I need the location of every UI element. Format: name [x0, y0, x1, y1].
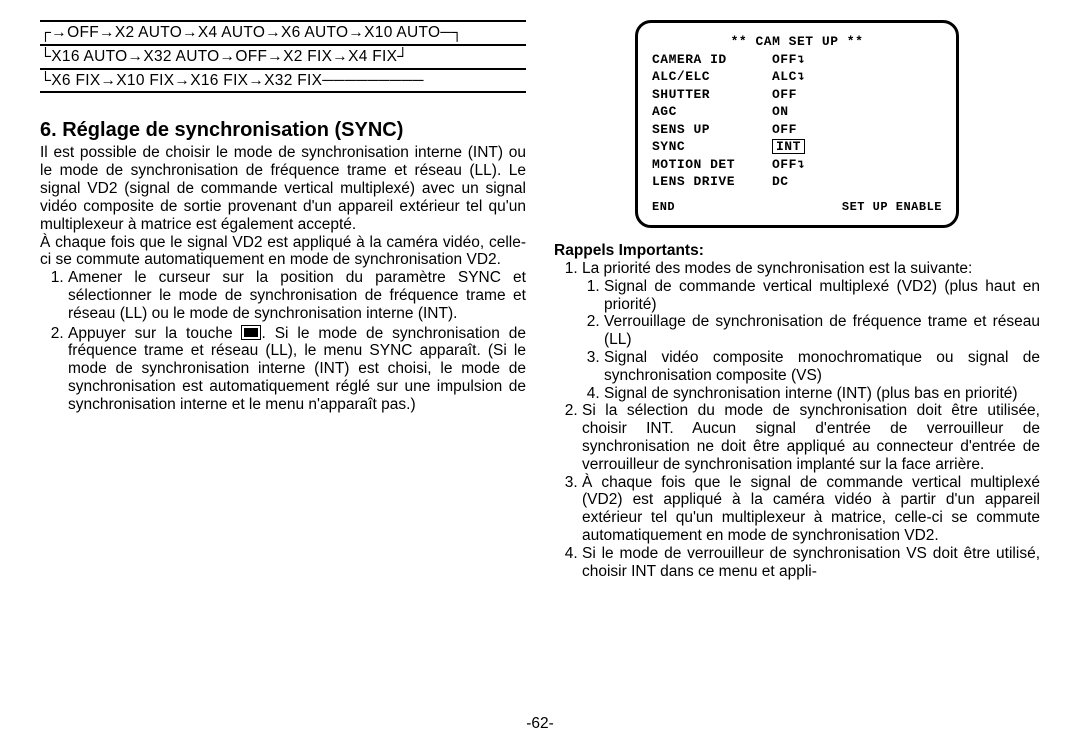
rappel-1-3: Signal vidéo composite monochromatique o… — [604, 349, 1040, 385]
rappel-1: La priorité des modes de synchronisation… — [582, 260, 1040, 403]
button-icon — [241, 325, 261, 340]
camsetup-row: ALC/ELCALC ↴ — [652, 68, 942, 86]
rappel-2: Si la sélection du mode de synchronisati… — [582, 402, 1040, 473]
flow-line-2: └ X16 AUTO → X32 AUTO → OFF → X2 FIX → X… — [40, 46, 526, 70]
rappel-4: Si le mode de verrouilleur de synchronis… — [582, 545, 1040, 581]
camsetup-enable: SET UP ENABLE — [842, 199, 942, 215]
page-number: -62- — [0, 715, 1080, 733]
sync-paragraph-2: À chaque fois que le signal VD2 est appl… — [40, 234, 526, 270]
camsetup-end: END — [652, 199, 675, 215]
sequence-flow-diagram: ┌→ OFF → X2 AUTO → X4 AUTO → X6 AUTO → X… — [40, 20, 526, 93]
camsetup-row: SENS UPOFF — [652, 121, 942, 139]
rappels-heading: Rappels Importants: — [554, 242, 1040, 260]
camsetup-row: SYNCINT — [652, 138, 942, 156]
rappel-1-1: Signal de commande vertical multiplexé (… — [604, 278, 1040, 314]
camsetup-row: MOTION DETOFF ↴ — [652, 156, 942, 174]
camsetup-title: ** CAM SET UP ** — [652, 33, 942, 51]
sync-paragraph-1: Il est possible de choisir le mode de sy… — [40, 144, 526, 233]
rappel-3: À chaque fois que le signal de commande … — [582, 474, 1040, 545]
rappel-1-2: Verrouillage de synchronisation de fréqu… — [604, 313, 1040, 349]
sync-step-2: Appuyer sur la touche . Si le mode de sy… — [68, 323, 526, 414]
camsetup-row: CAMERA IDOFF ↴ — [652, 51, 942, 69]
camsetup-row: AGCON — [652, 103, 942, 121]
section-heading-sync: 6. Réglage de synchronisation (SYNC) — [40, 119, 526, 142]
camera-setup-menu: ** CAM SET UP ** CAMERA IDOFF ↴ALC/ELCAL… — [635, 20, 959, 228]
rappel-1-4: Signal de synchronisation interne (INT) … — [604, 385, 1040, 403]
camsetup-row: SHUTTEROFF — [652, 86, 942, 104]
sync-step-1: Amener le curseur sur la position du par… — [68, 269, 526, 322]
camsetup-row: LENS DRIVEDC — [652, 173, 942, 191]
flow-line-3: └ X6 FIX → X10 FIX → X16 FIX → X32 FIX ─… — [40, 70, 526, 92]
flow-line-1: ┌→ OFF → X2 AUTO → X4 AUTO → X6 AUTO → X… — [40, 22, 526, 46]
